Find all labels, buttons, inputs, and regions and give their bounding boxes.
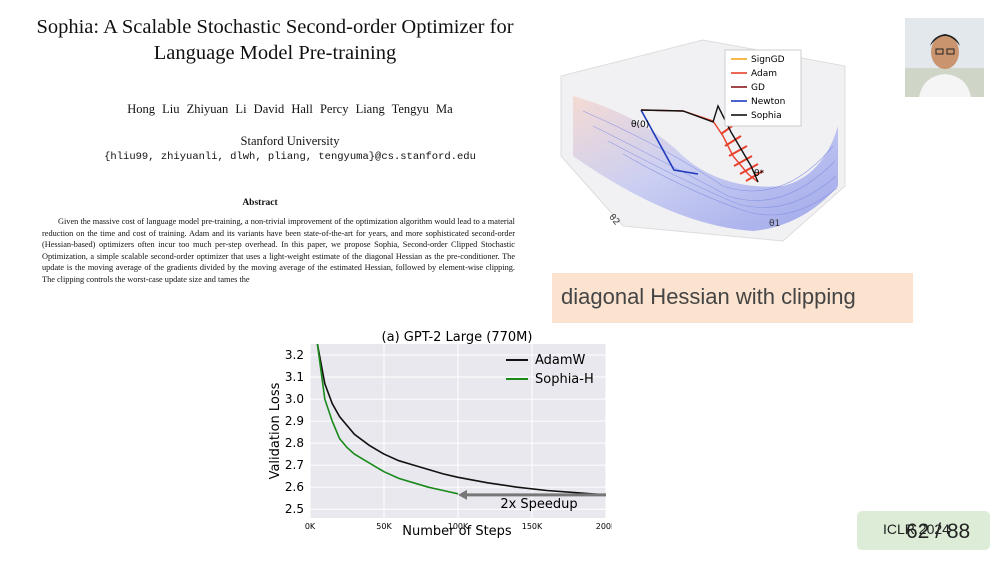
x-axis-label: Number of Steps xyxy=(402,524,512,539)
y-tick-label: 2.5 xyxy=(285,502,304,516)
speaker-photo xyxy=(905,18,984,97)
page-counter: 62 / 88 xyxy=(906,520,971,543)
legend-label: GD xyxy=(751,83,765,93)
legend-label: AdamW xyxy=(535,353,586,368)
y-tick-label: 3.1 xyxy=(285,370,304,384)
chart-title: (a) GPT-2 Large (770M) xyxy=(382,330,533,345)
x-tick-label: 0K xyxy=(305,522,316,531)
y-tick-label: 2.9 xyxy=(285,414,304,428)
x-tick-label: 150K xyxy=(522,522,543,531)
conference-badge xyxy=(857,511,990,550)
x-tick-label: 50K xyxy=(376,522,392,531)
y-tick-label: 2.6 xyxy=(285,480,304,494)
loss-surface xyxy=(573,96,838,231)
abstract-heading: Abstract xyxy=(242,198,278,208)
x-tick-label: 200K xyxy=(596,522,612,531)
speedup-arrowhead xyxy=(458,489,467,500)
axis-theta1-label: θ1 xyxy=(769,219,780,229)
legend-label: Sophia-H xyxy=(535,372,594,387)
theta-star-label: θ* xyxy=(754,169,765,179)
abstract-text: Given the massive cost of language model… xyxy=(42,217,515,284)
y-tick-label: 3.2 xyxy=(285,348,304,362)
paper-authors: Hong Liu Zhiyuan Li David Hall Percy Lia… xyxy=(127,102,453,116)
y-tick-label: 2.7 xyxy=(285,458,304,472)
x-tick-label: 100K xyxy=(448,522,469,531)
paper-title: Sophia: A Scalable Stochastic Second-ord… xyxy=(36,16,514,64)
y-tick-label: 3.0 xyxy=(285,392,304,406)
callout-text: diagonal Hessian with clipping xyxy=(561,284,856,309)
legend-label: Sophia xyxy=(751,111,782,121)
legend-label: Newton xyxy=(751,97,785,107)
theta0-label: θ(0) xyxy=(631,120,649,130)
paper-emails: {hliu99, zhiyuanli, dlwh, pliang, tengyu… xyxy=(104,151,476,163)
series-line-sophia-h xyxy=(316,343,459,495)
surface-legend: SignGD Adam GD Newton Sophia xyxy=(724,49,802,127)
newton-path xyxy=(640,109,699,175)
person-icon xyxy=(905,18,984,97)
legend-box xyxy=(724,49,802,127)
y-tick-label: 2.8 xyxy=(285,436,304,450)
sophia-path xyxy=(640,104,759,183)
y-axis-label: Validation Loss xyxy=(268,382,283,479)
speedup-annotation: 2x Speedup xyxy=(500,497,577,512)
contour-lines xyxy=(582,110,838,216)
series-line-adamw xyxy=(316,343,607,496)
validation-loss-chart: (a) GPT-2 Large (770M) 2.5 2.6 2.7 2.8 2.9 3.… xyxy=(268,330,612,539)
abstract-body: Given the massive cost of language model… xyxy=(42,216,515,285)
legend-label: SignGD xyxy=(751,55,785,65)
paper-affiliation: Stanford University xyxy=(240,134,340,148)
conference-label: ICLR 2024 xyxy=(883,521,950,537)
callout-box: diagonal Hessian with clipping xyxy=(552,273,913,323)
legend-label: Adam xyxy=(751,69,777,79)
